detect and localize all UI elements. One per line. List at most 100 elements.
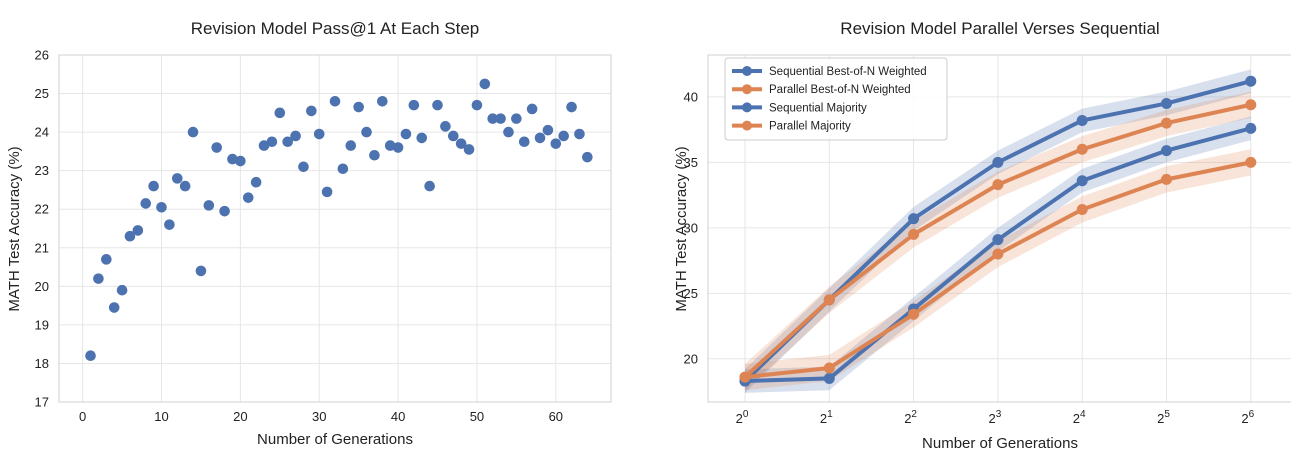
right-y-tick-label: 35 (684, 155, 698, 170)
scatter-point (369, 149, 380, 161)
scatter-point (124, 230, 136, 242)
series-marker (908, 228, 920, 240)
tick-exponent: 6 (1249, 409, 1255, 420)
scatter-point (290, 130, 301, 142)
scatter-point (361, 126, 372, 138)
series-marker (992, 234, 1004, 246)
scatter-point (250, 176, 262, 188)
tick-base: 2 (736, 411, 743, 426)
scatter-point (479, 78, 491, 90)
scatter-point (101, 254, 112, 265)
series-marker (908, 308, 920, 320)
right-chart-y-ticks: 20 25 30 35 40 (684, 89, 698, 366)
tick-base: 2 (904, 411, 911, 426)
series-marker (823, 362, 835, 374)
right-chart-series-lines (739, 75, 1257, 387)
left-chart-title: Revision Model Pass@1 At Each Step (191, 19, 479, 38)
tick-base: 2 (820, 411, 827, 426)
left-y-tick-label: 18 (35, 356, 49, 371)
left-chart-points (85, 78, 593, 362)
scatter-point (574, 128, 585, 140)
series-marker (1161, 97, 1172, 109)
left-y-tick-label: 21 (35, 240, 49, 255)
scatter-point (203, 200, 215, 211)
series-marker (1076, 143, 1088, 155)
scatter-point (274, 107, 286, 119)
scatter-point (187, 126, 199, 138)
right-y-tick-label: 25 (684, 286, 698, 301)
scatter-point (156, 201, 167, 213)
series-marker (992, 248, 1004, 260)
confidence-band (745, 91, 1251, 391)
scatter-point (321, 186, 333, 198)
scatter-point (408, 99, 420, 111)
right-chart-frame (707, 54, 1291, 403)
legend-swatch-marker (742, 120, 752, 131)
scatter-point (518, 136, 530, 148)
scatter-point (195, 265, 207, 277)
left-x-tick-label: 30 (312, 409, 326, 424)
left-y-tick-label: 17 (35, 395, 49, 410)
scatter-point (353, 101, 364, 113)
series-marker (908, 213, 920, 225)
right-x-tick-label: 22 (904, 409, 917, 426)
scatter-point (179, 180, 191, 192)
left-chart-y-ticks: 17 18 19 20 21 22 23 24 25 26 (35, 48, 49, 410)
scatter-point (511, 113, 522, 124)
scatter-point (164, 219, 175, 230)
scatter-point (313, 128, 325, 140)
scatter-point (298, 161, 309, 173)
left-chart-x-label: Number of Generations (257, 431, 413, 448)
right-chart-grid (708, 55, 1291, 402)
right-chart-title: Revision Model Parallel Verses Sequentia… (840, 19, 1159, 38)
tick-base: 2 (989, 411, 996, 426)
scatter-point (219, 205, 230, 217)
scatter-point (132, 225, 144, 236)
scatter-point (242, 192, 254, 203)
series-marker (1161, 145, 1172, 157)
scatter-point (148, 180, 159, 192)
left-chart-frame (58, 54, 612, 403)
legend-label: Sequential Best-of-N Weighted (769, 66, 927, 78)
scatter-point (487, 113, 499, 124)
left-x-tick-label: 10 (154, 409, 168, 424)
scatter-point (582, 151, 593, 163)
tick-exponent: 0 (743, 409, 749, 420)
scatter-point (400, 128, 412, 140)
series-marker (992, 179, 1004, 191)
series-marker (992, 156, 1004, 168)
series-marker (823, 294, 835, 306)
legend-swatch-marker (742, 102, 752, 113)
series-marker (1161, 173, 1172, 185)
confidence-band (745, 69, 1251, 393)
tick-exponent: 2 (911, 409, 917, 420)
scatter-point (258, 140, 270, 151)
tick-exponent: 4 (1080, 409, 1086, 420)
series-marker (1076, 204, 1088, 216)
series-marker (1076, 175, 1088, 187)
confidence-band (745, 149, 1251, 391)
scatter-point (235, 155, 246, 167)
tick-base: 2 (1073, 411, 1080, 426)
left-x-tick-label: 0 (79, 409, 86, 424)
scatter-point (93, 273, 104, 284)
series-marker (1161, 117, 1172, 129)
left-y-tick-label: 19 (35, 317, 49, 332)
scatter-point (108, 302, 120, 313)
scatter-point (526, 103, 538, 115)
legend-swatch-marker (742, 66, 752, 76)
right-chart-x-label: Number of Generations (922, 435, 1078, 452)
scatter-point (392, 142, 404, 153)
scatter-point (550, 138, 562, 149)
series-marker (1245, 156, 1257, 168)
scatter-point (337, 163, 349, 175)
scatter-point (171, 173, 183, 184)
right-x-tick-label: 20 (736, 409, 749, 426)
tick-exponent: 5 (1164, 409, 1170, 420)
tick-exponent: 1 (827, 409, 833, 420)
legend-swatch-marker (742, 84, 752, 95)
scatter-point (455, 138, 467, 149)
scatter-point (471, 99, 483, 111)
